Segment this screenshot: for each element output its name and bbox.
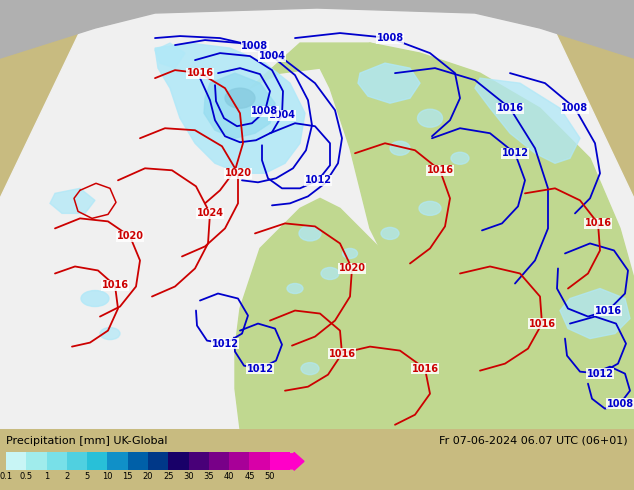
Text: 1024: 1024 [197,208,224,219]
Text: 1016: 1016 [585,219,612,228]
Polygon shape [358,63,420,103]
Text: 1016: 1016 [186,68,214,78]
Polygon shape [475,78,580,163]
Polygon shape [0,0,634,429]
Polygon shape [204,73,275,138]
FancyArrow shape [290,452,304,470]
Text: 1016: 1016 [101,280,129,291]
Polygon shape [155,43,185,68]
Text: 40: 40 [224,472,235,481]
Ellipse shape [301,363,319,375]
Text: 5: 5 [84,472,90,481]
Polygon shape [235,198,500,429]
Ellipse shape [419,201,441,216]
Text: 35: 35 [204,472,214,481]
Text: 20: 20 [143,472,153,481]
Text: 1012: 1012 [501,148,529,158]
Text: 1008: 1008 [377,33,404,43]
Text: 1016: 1016 [595,306,621,316]
Text: 1012: 1012 [586,368,614,379]
Bar [269,452,290,470]
Ellipse shape [287,284,303,294]
Ellipse shape [81,291,109,307]
Bar [87,452,107,470]
Text: 50: 50 [264,472,275,481]
Text: 1008: 1008 [242,41,269,51]
Text: 1016: 1016 [328,348,356,359]
Ellipse shape [342,248,358,258]
Bar [6,452,26,470]
Polygon shape [560,289,630,339]
Ellipse shape [321,268,339,279]
Text: 1016: 1016 [427,165,453,175]
Bar [107,452,127,470]
Bar [127,452,148,470]
Polygon shape [0,43,634,429]
Polygon shape [155,43,305,173]
Text: 1016: 1016 [529,318,555,329]
Text: 1004: 1004 [269,110,295,120]
Text: 1004: 1004 [259,51,285,61]
Bar [67,452,87,470]
Bar [249,452,269,470]
Polygon shape [50,188,95,213]
Text: Precipitation [mm] UK-Global: Precipitation [mm] UK-Global [6,436,167,446]
Text: Fr 07-06-2024 06.07 UTC (06+01): Fr 07-06-2024 06.07 UTC (06+01) [439,436,628,446]
Polygon shape [320,43,634,429]
Bar [188,452,209,470]
Text: 1020: 1020 [339,264,365,273]
Text: 45: 45 [244,472,255,481]
Bar [229,452,249,470]
Ellipse shape [451,152,469,164]
Polygon shape [250,43,480,118]
Text: 1020: 1020 [224,168,252,178]
Text: 1012: 1012 [247,364,273,374]
Bar [209,452,229,470]
Text: 1012: 1012 [304,175,332,185]
Bar [46,452,67,470]
Text: 1: 1 [44,472,49,481]
Text: 0.1: 0.1 [0,472,13,481]
Text: 0.5: 0.5 [20,472,33,481]
Bar [26,452,46,470]
Bar [148,452,168,470]
Text: 1008: 1008 [607,399,633,409]
Text: 2: 2 [64,472,70,481]
Text: 25: 25 [163,472,174,481]
Ellipse shape [100,328,120,340]
Text: 1008: 1008 [562,103,588,113]
Text: 1008: 1008 [252,106,278,116]
Text: 1012: 1012 [212,339,238,348]
Ellipse shape [225,88,255,108]
Text: 10: 10 [102,472,113,481]
Ellipse shape [418,109,443,127]
Ellipse shape [299,226,321,241]
Ellipse shape [390,141,410,155]
Ellipse shape [381,227,399,240]
Text: 1016: 1016 [411,364,439,374]
Text: 1016: 1016 [496,103,524,113]
Text: 15: 15 [122,472,133,481]
Polygon shape [0,0,634,58]
Bar [168,452,188,470]
Text: 30: 30 [183,472,194,481]
Text: 1020: 1020 [117,231,143,242]
